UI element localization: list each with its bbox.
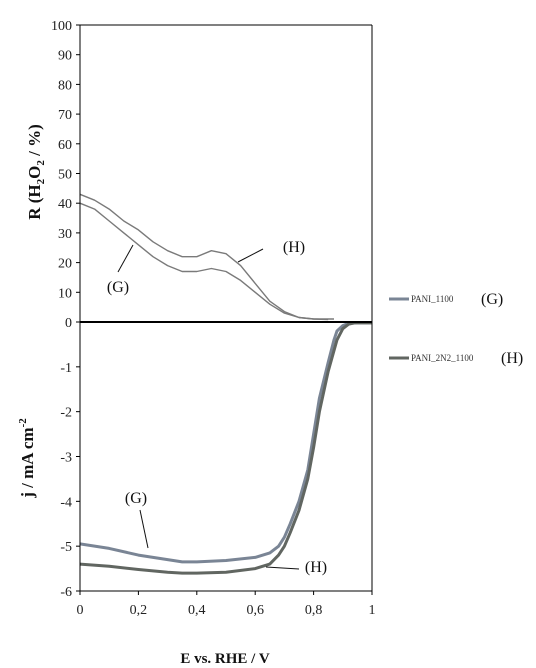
top-y-tick-label: 100 xyxy=(51,19,72,34)
top-y-axis-title: R (H2O2 / %) xyxy=(25,124,47,220)
top-y-tick-label: 50 xyxy=(58,168,72,183)
x-tick-label: 0,6 xyxy=(246,603,264,618)
bottom-y-tick-label: -4 xyxy=(60,495,72,510)
x-tick-label: 0 xyxy=(77,603,84,618)
bottom-series-line xyxy=(79,321,372,575)
bottom-y-tick-label: -3 xyxy=(60,451,72,466)
bottom-y-tick-label: -6 xyxy=(60,585,72,600)
top-y-title-o: O xyxy=(25,166,44,179)
bottom-y-tick-label: -2 xyxy=(60,406,72,421)
bottom-y-axis-title: j / mA cm-2 xyxy=(17,418,37,499)
top-y-tick-label: 80 xyxy=(58,78,72,93)
top-y-tick-label: 20 xyxy=(58,257,72,272)
x-tick-label: 1 xyxy=(369,603,376,618)
annotation-label: (H) xyxy=(305,559,327,576)
bottom-series-line xyxy=(79,321,372,564)
x-axis-title: E vs. RHE / V xyxy=(180,651,269,667)
bottom-y-title-main: j / mA cm xyxy=(18,427,37,498)
top-y-tick-label: 0 xyxy=(65,316,72,331)
annotation-leader xyxy=(139,509,149,549)
top-y-tick-label: 60 xyxy=(58,138,72,153)
legend-label: PANI_1100 xyxy=(411,294,454,304)
top-y-tick-label: 70 xyxy=(58,108,72,123)
bottom-y-title-sup: -2 xyxy=(17,418,29,428)
x-tick-label: 0,2 xyxy=(130,603,148,618)
top-y-title-pre: R ( xyxy=(25,197,44,220)
x-tick-label: 0,4 xyxy=(188,603,206,618)
top-y-title-sub2: 2 xyxy=(35,160,47,166)
top-y-tick-label: 30 xyxy=(58,227,72,242)
top-y-title-h: H xyxy=(25,184,44,197)
bottom-y-tick-label: -1 xyxy=(60,361,72,376)
top-series-line xyxy=(79,202,329,321)
top-y-tick-label: 10 xyxy=(58,286,72,301)
annotation-leader xyxy=(265,566,300,570)
legend-label: PANI_2N2_1100 xyxy=(411,353,474,363)
legend-tag: (G) xyxy=(481,291,503,308)
top-y-tick-label: 40 xyxy=(58,197,72,212)
annotation-leader xyxy=(237,248,264,263)
annotation-label: (G) xyxy=(107,279,129,296)
annotations: (H) (G) (G) (H) xyxy=(107,239,327,576)
x-tick-label: 0,8 xyxy=(305,603,323,618)
bottom-y-tick-label: -5 xyxy=(60,540,72,555)
series-layer xyxy=(79,193,372,575)
annotation-label: (G) xyxy=(125,490,147,507)
legend-tag: (H) xyxy=(501,350,523,367)
top-y-title-sub1: 2 xyxy=(35,178,47,184)
top-series-line xyxy=(79,193,334,320)
annotation-leader xyxy=(117,244,134,273)
top-y-tick-label: 90 xyxy=(58,49,72,64)
legend: PANI_1100 (G) PANI_2N2_1100 (H) xyxy=(389,291,523,367)
top-y-title-post: / %) xyxy=(25,124,44,160)
annotation-label: (H) xyxy=(283,239,305,256)
